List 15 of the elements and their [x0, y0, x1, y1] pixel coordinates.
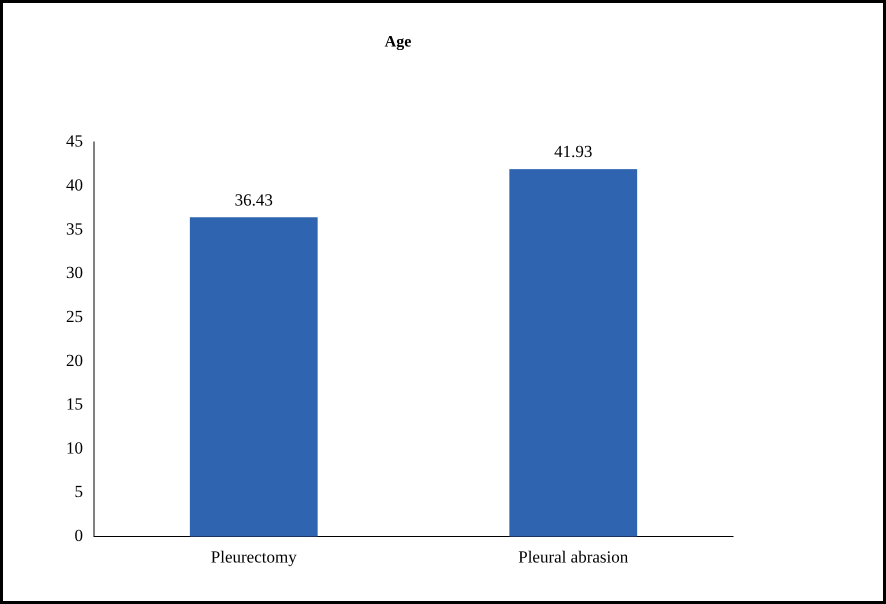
- y-tick-label: 15: [66, 394, 83, 414]
- y-tick-label: 30: [66, 263, 83, 282]
- x-tick-label: Pleural abrasion: [518, 547, 629, 566]
- y-tick-label: 45: [66, 132, 83, 151]
- y-tick-label: 0: [74, 526, 83, 546]
- data-label: 41.93: [554, 142, 592, 162]
- y-tick-label: 20: [66, 350, 83, 370]
- y-tick-label: 5: [74, 482, 83, 502]
- y-tick-label: 35: [66, 219, 83, 238]
- chart-title: Age: [384, 34, 412, 51]
- y-tick-label: 10: [66, 438, 83, 458]
- y-tick-label: 25: [66, 306, 83, 326]
- x-tick-label: Pleurectomy: [210, 547, 298, 566]
- y-tick-label: 40: [66, 175, 83, 194]
- data-label: 36.43: [234, 190, 273, 210]
